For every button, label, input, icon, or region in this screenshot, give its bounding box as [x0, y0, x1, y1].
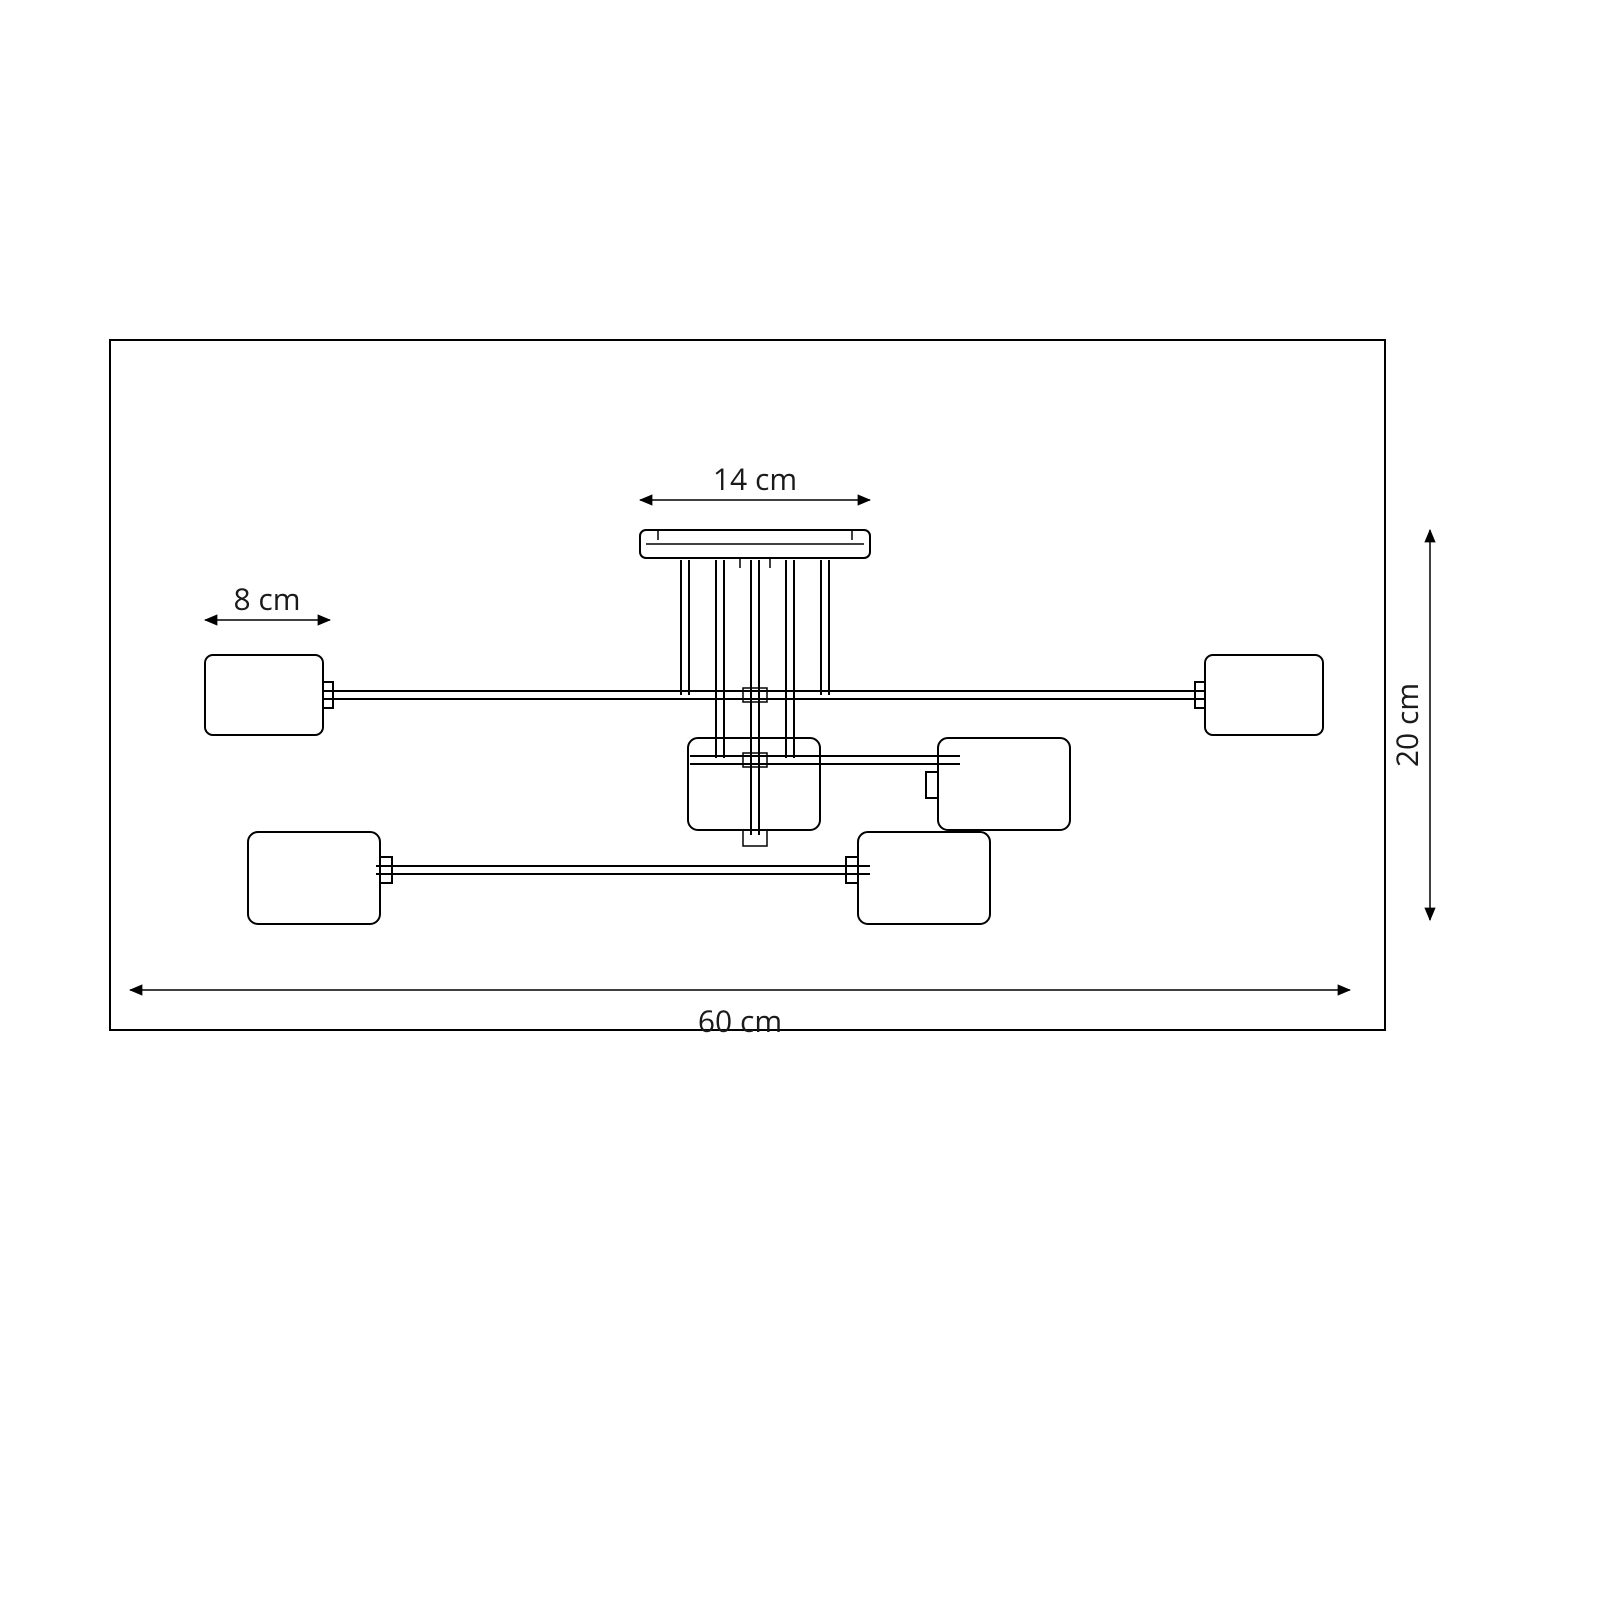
- dimension-total-height: 20 cm: [1386, 530, 1430, 920]
- dimension-label-width: 60 cm: [698, 1000, 782, 1041]
- shade-bottom-right: [858, 832, 990, 924]
- canopy: [640, 530, 870, 568]
- shades: [205, 655, 1323, 924]
- shade-top-left: [205, 655, 323, 735]
- dimension-shade-width: 8 cm: [205, 578, 330, 620]
- stems: [681, 560, 829, 835]
- dimension-canopy-width: 14 cm: [640, 458, 870, 500]
- shade-top-right: [1205, 655, 1323, 735]
- ceiling-light-fixture: [205, 530, 1323, 924]
- shade-bottom-left: [248, 832, 380, 924]
- dimension-total-width: 60 cm: [130, 990, 1350, 1041]
- shade-mid-center: [688, 738, 820, 830]
- dimension-label-shade: 8 cm: [233, 578, 300, 619]
- shade-mid-right: [938, 738, 1070, 830]
- dimension-label-canopy: 14 cm: [713, 458, 797, 499]
- stem-joints: [743, 688, 767, 846]
- drawing-frame: [110, 340, 1385, 1030]
- technical-drawing: 60 cm 20 cm 14 cm 8 cm: [0, 0, 1600, 1600]
- dimension-label-height: 20 cm: [1386, 683, 1427, 767]
